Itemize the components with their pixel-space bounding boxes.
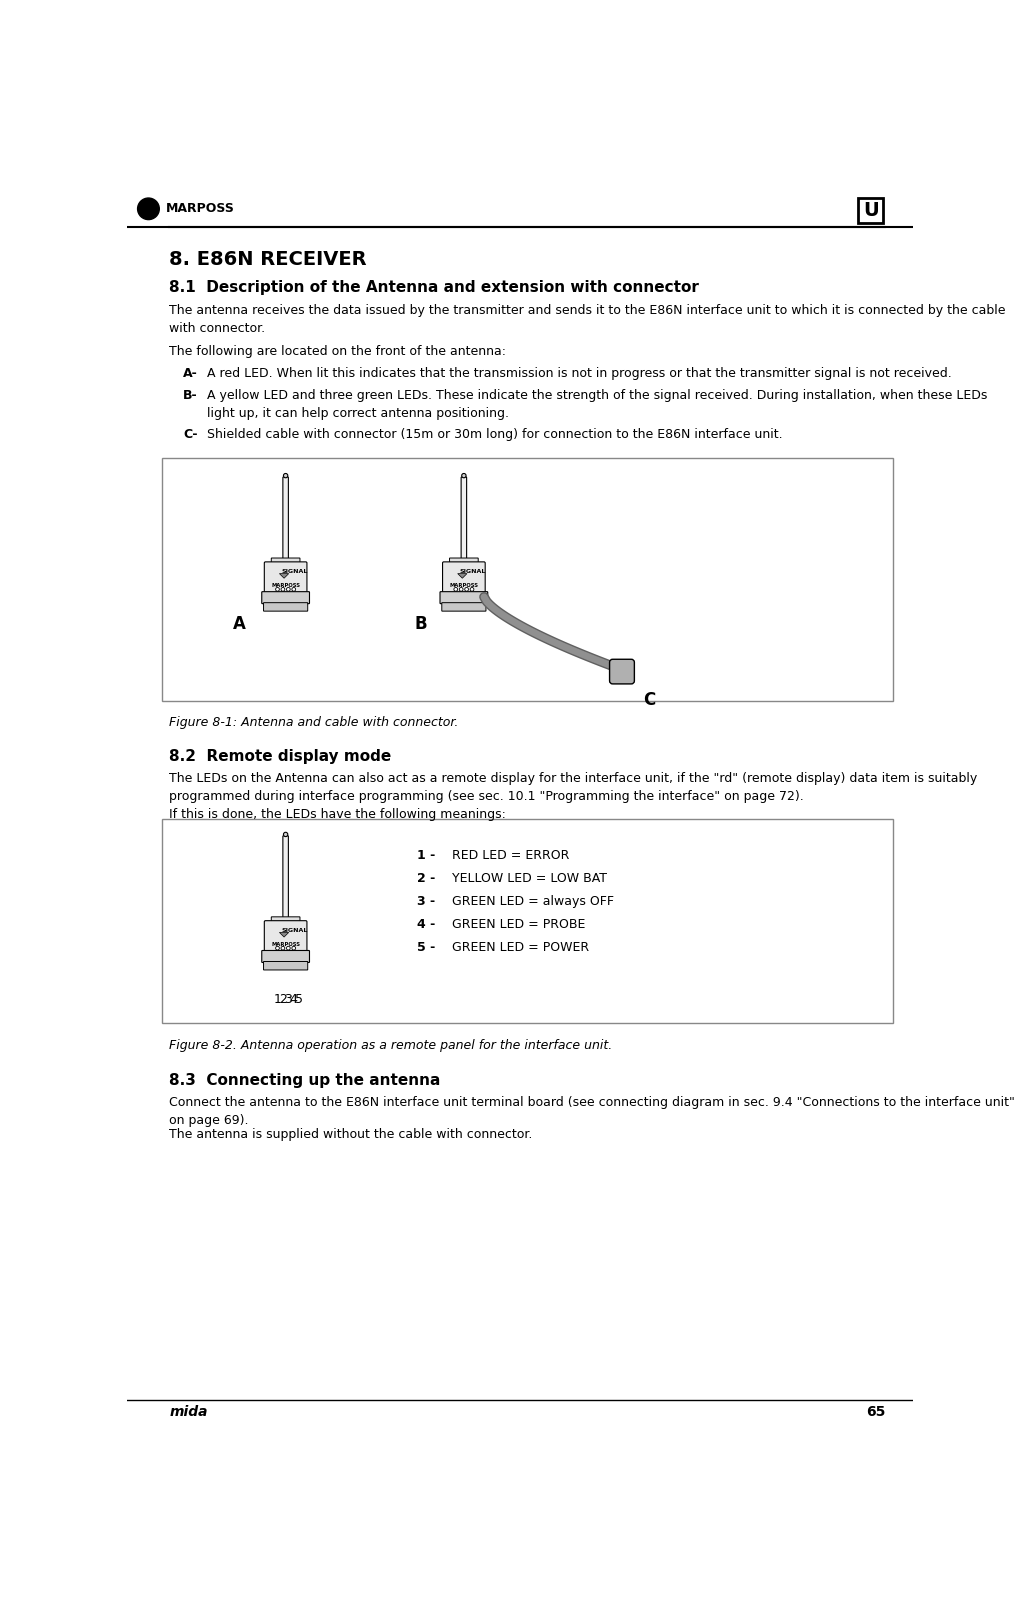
- Text: B: B: [415, 614, 428, 633]
- Text: 8.1  Description of the Antenna and extension with connector: 8.1 Description of the Antenna and exten…: [169, 280, 700, 296]
- Text: GREEN LED = PROBE: GREEN LED = PROBE: [452, 918, 586, 931]
- Circle shape: [138, 198, 159, 219]
- Text: RED LED = ERROR: RED LED = ERROR: [452, 849, 570, 862]
- FancyBboxPatch shape: [609, 659, 635, 684]
- Circle shape: [464, 587, 468, 592]
- FancyBboxPatch shape: [272, 558, 300, 563]
- Circle shape: [292, 587, 296, 592]
- FancyBboxPatch shape: [442, 561, 485, 593]
- FancyBboxPatch shape: [283, 836, 288, 918]
- Text: Connect the antenna to the E86N interface unit terminal board (see connecting di: Connect the antenna to the E86N interfac…: [169, 1095, 1014, 1127]
- FancyBboxPatch shape: [440, 592, 488, 604]
- Text: 5 -: 5 -: [418, 942, 436, 955]
- Text: MARPOSS: MARPOSS: [271, 584, 300, 588]
- FancyBboxPatch shape: [264, 603, 307, 611]
- Circle shape: [284, 833, 288, 836]
- FancyBboxPatch shape: [461, 477, 466, 560]
- Circle shape: [276, 587, 279, 592]
- FancyBboxPatch shape: [262, 592, 309, 604]
- Circle shape: [281, 587, 285, 592]
- Text: SIGNAL: SIGNAL: [282, 569, 308, 574]
- Text: The antenna receives the data issued by the transmitter and sends it to the E86N: The antenna receives the data issued by …: [169, 304, 1006, 334]
- FancyBboxPatch shape: [265, 561, 307, 593]
- Circle shape: [461, 473, 466, 478]
- Text: 4 -: 4 -: [418, 918, 436, 931]
- Text: The following are located on the front of the antenna:: The following are located on the front o…: [169, 345, 506, 358]
- Circle shape: [287, 587, 290, 592]
- Text: YELLOW LED = LOW BAT: YELLOW LED = LOW BAT: [452, 871, 607, 884]
- Text: 4: 4: [290, 993, 298, 1006]
- Polygon shape: [457, 574, 467, 579]
- Text: MARPOSS: MARPOSS: [165, 203, 234, 216]
- Circle shape: [470, 587, 474, 592]
- FancyBboxPatch shape: [262, 950, 309, 963]
- Text: Shielded cable with connector (15m or 30m long) for connection to the E86N inter: Shielded cable with connector (15m or 30…: [207, 429, 782, 441]
- Text: MARPOSS: MARPOSS: [449, 584, 479, 588]
- Circle shape: [287, 947, 290, 950]
- Text: M: M: [144, 203, 153, 214]
- Text: 1 -: 1 -: [418, 849, 436, 862]
- FancyBboxPatch shape: [272, 916, 300, 923]
- Circle shape: [292, 947, 296, 950]
- Text: 3 -: 3 -: [418, 895, 435, 908]
- Bar: [858, 198, 883, 222]
- Text: 2 -: 2 -: [418, 871, 436, 884]
- Text: A yellow LED and three green LEDs. These indicate the strength of the signal rec: A yellow LED and three green LEDs. These…: [207, 389, 987, 421]
- Text: 1: 1: [274, 993, 282, 1006]
- FancyBboxPatch shape: [283, 477, 288, 560]
- Circle shape: [459, 587, 463, 592]
- FancyBboxPatch shape: [265, 921, 307, 953]
- Polygon shape: [280, 932, 289, 937]
- Text: SIGNAL: SIGNAL: [282, 927, 308, 932]
- FancyBboxPatch shape: [264, 961, 307, 971]
- Circle shape: [454, 587, 457, 592]
- Circle shape: [276, 947, 279, 950]
- Text: 5: 5: [295, 993, 303, 1006]
- Text: A red LED. When lit this indicates that the transmission is not in progress or t: A red LED. When lit this indicates that …: [207, 366, 951, 379]
- Text: 3: 3: [284, 993, 292, 1006]
- Text: 65: 65: [866, 1404, 885, 1418]
- Text: mida: mida: [169, 1404, 208, 1418]
- FancyBboxPatch shape: [449, 558, 479, 563]
- Text: B-: B-: [184, 389, 198, 401]
- Text: C-: C-: [184, 429, 198, 441]
- Text: 8.3  Connecting up the antenna: 8.3 Connecting up the antenna: [169, 1073, 441, 1087]
- Text: Figure 8-2. Antenna operation as a remote panel for the interface unit.: Figure 8-2. Antenna operation as a remot…: [169, 1039, 612, 1052]
- Text: 2: 2: [279, 993, 287, 1006]
- Polygon shape: [280, 574, 289, 579]
- Text: A: A: [232, 614, 245, 633]
- Text: GREEN LED = POWER: GREEN LED = POWER: [452, 942, 589, 955]
- Text: GREEN LED = always OFF: GREEN LED = always OFF: [452, 895, 614, 908]
- Bar: [161, 459, 893, 700]
- Text: A-: A-: [184, 366, 198, 379]
- Text: 8. E86N RECEIVER: 8. E86N RECEIVER: [169, 249, 367, 269]
- Text: The antenna is supplied without the cable with connector.: The antenna is supplied without the cabl…: [169, 1129, 532, 1142]
- Text: C: C: [643, 691, 655, 708]
- FancyBboxPatch shape: [442, 603, 486, 611]
- Text: MARPOSS: MARPOSS: [271, 942, 300, 947]
- Circle shape: [284, 473, 288, 478]
- Text: SIGNAL: SIGNAL: [460, 569, 487, 574]
- Text: Figure 8-1: Antenna and cable with connector.: Figure 8-1: Antenna and cable with conne…: [169, 716, 458, 729]
- Bar: [161, 819, 893, 1023]
- Text: The LEDs on the Antenna can also act as a remote display for the interface unit,: The LEDs on the Antenna can also act as …: [169, 772, 977, 820]
- Text: 8.2  Remote display mode: 8.2 Remote display mode: [169, 748, 391, 764]
- Circle shape: [281, 947, 285, 950]
- Text: U: U: [863, 201, 878, 219]
